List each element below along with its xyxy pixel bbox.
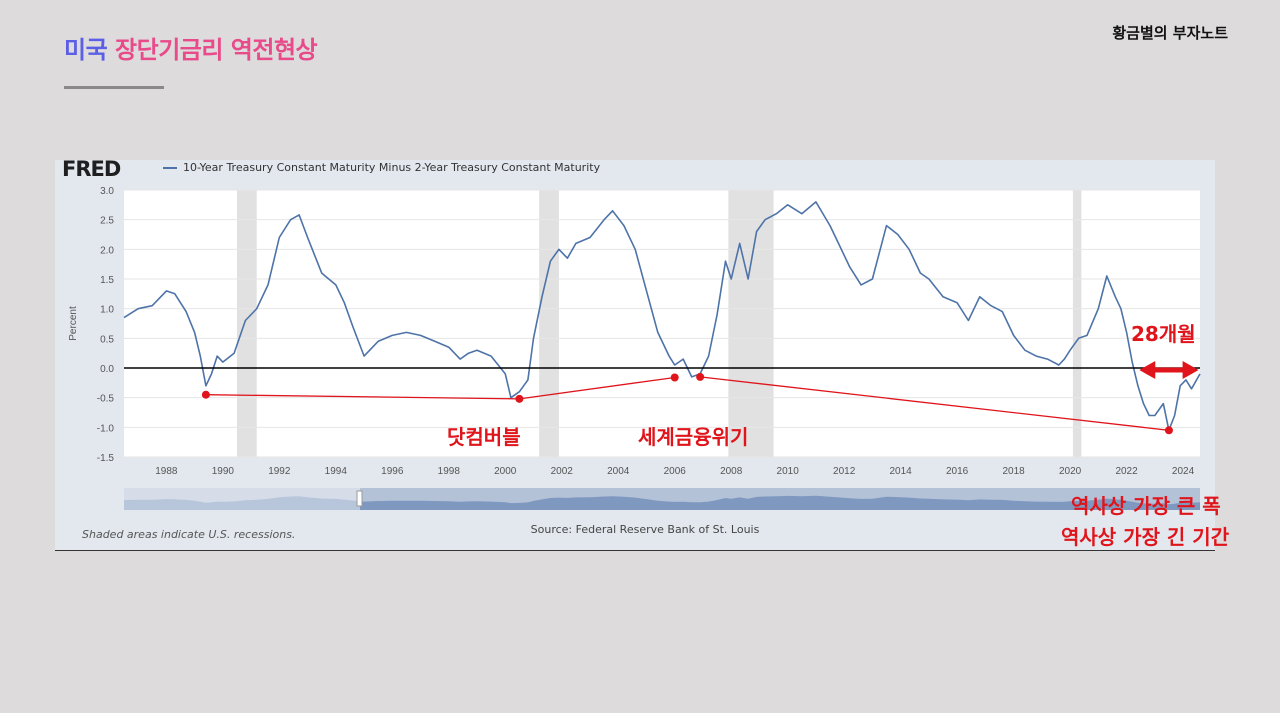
annotation-dotcom: 닷컴버블: [447, 425, 521, 449]
range-slider-handle: [356, 490, 363, 507]
x-tick-label: 2022: [1115, 466, 1138, 477]
recession-band: [1072, 190, 1082, 457]
y-axis-label: Percent: [68, 306, 79, 341]
x-tick-label: 2018: [1002, 466, 1025, 477]
trough-connector-line: [205, 394, 520, 400]
x-tick-label: 1996: [381, 466, 404, 477]
range-slider-mask: [124, 488, 360, 510]
page-title-topic: 장단기금리 역전현상: [115, 36, 318, 64]
series-line: [123, 201, 1201, 432]
legend-label: 10-Year Treasury Constant Maturity Minus…: [183, 161, 601, 174]
chart-source: Source: Federal Reserve Bank of St. Loui…: [530, 523, 760, 536]
y-tick-label: -1.0: [97, 423, 115, 434]
x-tick-label: 2006: [664, 466, 687, 477]
y-tick-label: 1.5: [100, 275, 114, 286]
x-tick-label: 2002: [551, 466, 574, 477]
x-tick-label: 2000: [494, 466, 517, 477]
y-tick-label: -1.5: [97, 453, 115, 464]
y-tick-label: 3.0: [100, 186, 114, 197]
title-underline: [64, 86, 164, 89]
duration-arrow-right-head: [1182, 361, 1199, 379]
trough-marker: [696, 372, 705, 381]
x-tick-label: 2004: [607, 466, 630, 477]
chart-legend: 10-Year Treasury Constant Maturity Minus…: [163, 161, 600, 174]
y-tick-label: 0.0: [100, 364, 114, 375]
y-tick-label: 1.0: [100, 305, 114, 316]
recession-band: [728, 190, 774, 457]
x-tick-label: 1988: [155, 466, 178, 477]
x-tick-label: 2012: [833, 466, 856, 477]
x-tick-label: 2024: [1172, 466, 1195, 477]
x-tick-label: 1992: [268, 466, 291, 477]
x-tick-label: 2020: [1059, 466, 1082, 477]
recession-band: [539, 190, 559, 457]
y-tick-label: -0.5: [97, 394, 115, 405]
x-tick-label: 1990: [212, 466, 235, 477]
page-title: 미국 장단기금리 역전현상: [64, 30, 318, 65]
y-tick-label: 0.5: [100, 334, 114, 345]
x-tick-label: 2016: [946, 466, 969, 477]
x-tick-label: 2010: [777, 466, 800, 477]
annotation-months: 28개월: [1131, 322, 1196, 346]
y-tick-label: 2.5: [100, 216, 114, 227]
trough-connector-line: [700, 376, 1170, 431]
range-slider-preview: [124, 495, 1200, 510]
annotation-gfc: 세계금융위기: [638, 425, 749, 449]
recession-band: [236, 190, 257, 457]
x-tick-label: 1998: [438, 466, 461, 477]
x-tick-label: 2008: [720, 466, 743, 477]
trough-connector-line: [519, 376, 675, 400]
x-tick-label: 1994: [325, 466, 348, 477]
recession-note: Shaded areas indicate U.S. recessions.: [82, 528, 296, 541]
x-tick-label: 2014: [890, 466, 913, 477]
brand-label: 황금별의 부자노트: [1112, 24, 1228, 42]
legend-swatch: [163, 166, 177, 169]
trough-marker: [201, 390, 210, 399]
panel-divider: [55, 550, 1215, 551]
trough-marker: [670, 373, 679, 382]
duration-arrow-left-head: [1139, 361, 1156, 379]
trough-marker: [1164, 426, 1173, 435]
plot-area: [124, 190, 1200, 457]
fred-logo: FRED: [62, 157, 121, 181]
annotation-largest: 역사상 가장 큰 폭: [1071, 494, 1221, 518]
trough-marker: [515, 394, 524, 403]
y-tick-label: 2.0: [100, 245, 114, 256]
annotation-longest: 역사상 가장 긴 기간: [1061, 525, 1230, 549]
page-title-country: 미국: [64, 36, 108, 64]
